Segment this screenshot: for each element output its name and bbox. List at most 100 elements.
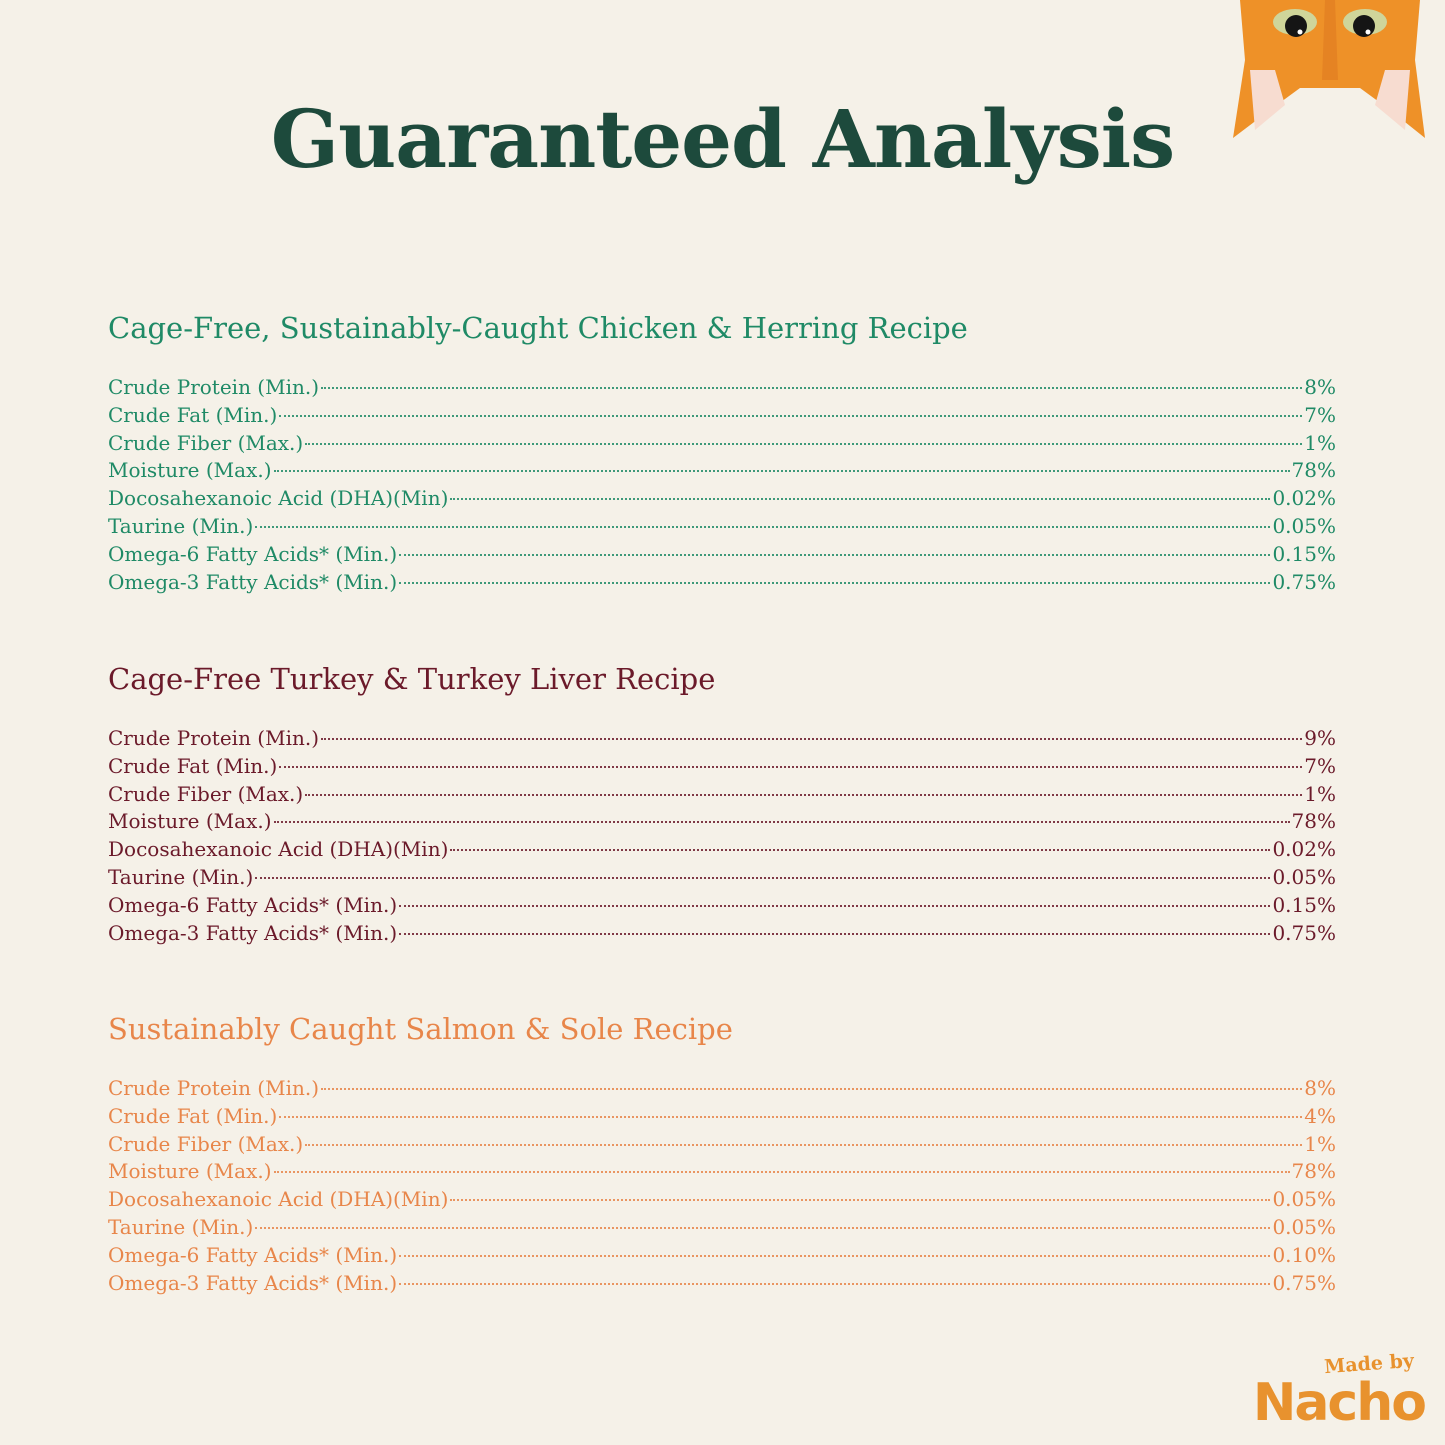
nutrient-value: 0.02% <box>1272 486 1336 511</box>
nutrient-label: Omega-3 Fatty Acids* (Min.) <box>108 920 398 945</box>
nutrient-label: Omega-6 Fatty Acids* (Min.) <box>108 541 398 566</box>
nutrient-value: 4% <box>1304 1103 1336 1128</box>
nutrient-label: Omega-3 Fatty Acids* (Min.) <box>108 1270 398 1295</box>
nutrient-label: Docosahexanoic Acid (DHA)(Min) <box>108 1187 449 1212</box>
nutrient-value: 78% <box>1291 458 1336 483</box>
section-heading: Cage-Free Turkey & Turkey Liver Recipe <box>108 662 716 696</box>
analysis-row: Crude Fiber (Max.) 1% <box>108 430 1336 458</box>
dotted-leader <box>255 1226 1271 1229</box>
nutrient-value: 9% <box>1304 726 1336 750</box>
nutrient-label: Crude Fat (Min.) <box>108 402 278 427</box>
nacho-logo: Made by Nacho <box>1252 1350 1427 1433</box>
dotted-leader <box>305 442 1303 445</box>
nutrient-value: 78% <box>1291 1159 1336 1184</box>
dotted-leader <box>305 1143 1303 1146</box>
logo-brand: Nacho <box>1252 1373 1427 1433</box>
nutrient-label: Taurine (Min.) <box>108 864 254 889</box>
dotted-leader <box>321 387 1303 389</box>
dotted-leader <box>321 738 1303 740</box>
nutrient-value: 0.75% <box>1272 920 1336 945</box>
dotted-leader <box>279 765 1303 768</box>
analysis-row: Crude Protein (Min.) 8% <box>108 374 1336 402</box>
nutrient-label: Omega-6 Fatty Acids* (Min.) <box>108 892 398 917</box>
nutrient-label: Crude Protein (Min.) <box>108 375 320 399</box>
nutrient-value: 0.15% <box>1272 541 1336 566</box>
nutrient-label: Crude Fiber (Max.) <box>108 430 304 455</box>
analysis-row: Moisture (Max.) 78% <box>108 808 1336 836</box>
nutrient-value: 0.75% <box>1272 1270 1336 1295</box>
dotted-leader <box>450 498 1271 501</box>
nutrient-value: 0.05% <box>1272 1214 1336 1239</box>
analysis-row: Docosahexanoic Acid (DHA)(Min) 0.05% <box>108 1186 1336 1214</box>
section-turkey: Cage-Free Turkey & Turkey Liver Recipe Cr… <box>108 659 1336 947</box>
nutrient-value: 8% <box>1304 375 1336 399</box>
nutrient-label: Crude Protein (Min.) <box>108 726 320 750</box>
dotted-leader <box>279 414 1303 417</box>
analysis-row: Moisture (Max.) 78% <box>108 457 1336 485</box>
section-heading: Sustainably Caught Salmon & Sole Recipe <box>108 1012 733 1046</box>
dotted-leader <box>399 904 1271 907</box>
cat-illustration <box>1230 0 1430 140</box>
section-chicken-herring: Cage-Free, Sustainably-Caught Chicken & … <box>108 308 1336 596</box>
analysis-row: Omega-3 Fatty Acids* (Min.) 0.75% <box>108 1270 1336 1298</box>
nutrient-label: Omega-6 Fatty Acids* (Min.) <box>108 1242 398 1267</box>
nutrient-value: 0.10% <box>1272 1242 1336 1267</box>
analysis-row: Omega-3 Fatty Acids* (Min.) 0.75% <box>108 920 1336 948</box>
section-salmon-sole: Sustainably Caught Salmon & Sole Recipe C… <box>108 1009 1336 1297</box>
page-title: Guaranteed Analysis <box>270 92 1175 186</box>
nutrient-label: Docosahexanoic Acid (DHA)(Min) <box>108 837 449 862</box>
dotted-leader <box>255 876 1271 879</box>
analysis-row: Omega-6 Fatty Acids* (Min.) 0.10% <box>108 1242 1336 1270</box>
analysis-row: Moisture (Max.) 78% <box>108 1158 1336 1186</box>
analysis-row: Docosahexanoic Acid (DHA)(Min) 0.02% <box>108 485 1336 513</box>
analysis-row: Docosahexanoic Acid (DHA)(Min) 0.02% <box>108 836 1336 864</box>
nutrient-value: 0.75% <box>1272 569 1336 594</box>
analysis-row: Crude Protein (Min.) 9% <box>108 725 1336 753</box>
analysis-row: Taurine (Min.) 0.05% <box>108 513 1336 541</box>
dotted-leader <box>399 581 1271 584</box>
nutrient-value: 1% <box>1304 430 1336 455</box>
analysis-row: Crude Fiber (Max.) 1% <box>108 781 1336 809</box>
dotted-leader <box>279 1115 1303 1118</box>
nutrient-label: Crude Fiber (Max.) <box>108 781 304 806</box>
dotted-leader <box>273 1171 1290 1174</box>
analysis-row: Omega-6 Fatty Acids* (Min.) 0.15% <box>108 892 1336 920</box>
analysis-row: Crude Fat (Min.) 4% <box>108 1103 1336 1131</box>
analysis-row: Omega-6 Fatty Acids* (Min.) 0.15% <box>108 541 1336 569</box>
nutrient-value: 7% <box>1304 402 1336 427</box>
nutrient-value: 8% <box>1304 1076 1336 1100</box>
nutrient-value: 0.05% <box>1272 864 1336 889</box>
nutrient-label: Moisture (Max.) <box>108 1159 272 1184</box>
nutrient-label: Crude Fat (Min.) <box>108 753 278 778</box>
nutrient-label: Taurine (Min.) <box>108 1214 254 1239</box>
nutrient-value: 78% <box>1291 809 1336 834</box>
nutrient-label: Docosahexanoic Acid (DHA)(Min) <box>108 486 449 511</box>
dotted-leader <box>399 932 1271 935</box>
section-heading: Cage-Free, Sustainably-Caught Chicken & … <box>108 311 968 345</box>
dotted-leader <box>450 849 1271 852</box>
dotted-leader <box>273 821 1290 824</box>
nutrient-value: 0.05% <box>1272 1187 1336 1212</box>
nutrient-label: Crude Fiber (Max.) <box>108 1131 304 1156</box>
nutrient-value: 7% <box>1304 753 1336 778</box>
dotted-leader <box>399 1254 1271 1257</box>
nutrient-label: Moisture (Max.) <box>108 809 272 834</box>
nutrient-value: 1% <box>1304 781 1336 806</box>
dotted-leader <box>399 1282 1271 1285</box>
nutrient-value: 0.15% <box>1272 892 1336 917</box>
dotted-leader <box>321 1088 1303 1090</box>
dotted-leader <box>305 793 1303 796</box>
nutrient-label: Crude Fat (Min.) <box>108 1103 278 1128</box>
analysis-row: Taurine (Min.) 0.05% <box>108 864 1336 892</box>
nutrient-label: Moisture (Max.) <box>108 458 272 483</box>
nutrient-value: 1% <box>1304 1131 1336 1156</box>
nutrient-label: Taurine (Min.) <box>108 513 254 538</box>
dotted-leader <box>450 1199 1271 1202</box>
analysis-row: Omega-3 Fatty Acids* (Min.) 0.75% <box>108 569 1336 597</box>
analysis-row: Crude Fiber (Max.) 1% <box>108 1131 1336 1159</box>
dotted-leader <box>255 525 1271 528</box>
nutrient-value: 0.02% <box>1272 837 1336 862</box>
analysis-row: Crude Fat (Min.) 7% <box>108 402 1336 430</box>
analysis-row: Taurine (Min.) 0.05% <box>108 1214 1336 1242</box>
nutrient-label: Crude Protein (Min.) <box>108 1076 320 1100</box>
